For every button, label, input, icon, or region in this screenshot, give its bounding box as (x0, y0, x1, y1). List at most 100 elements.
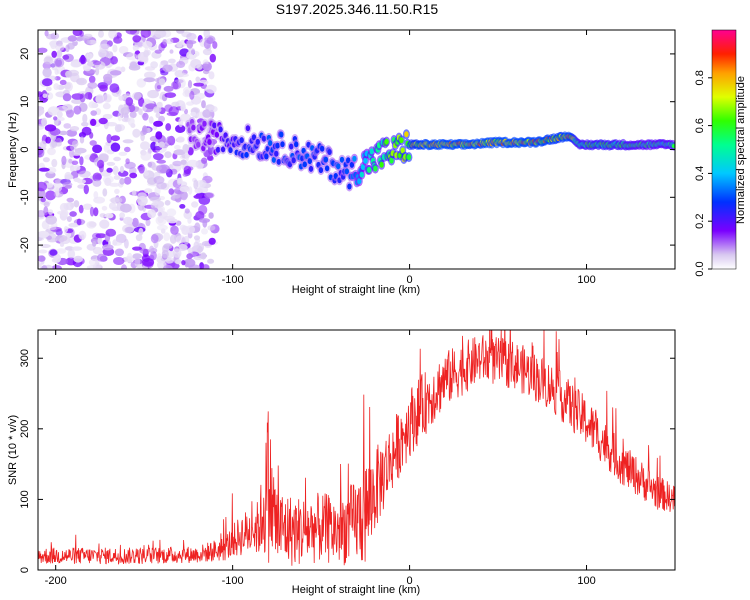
spectrogram-track-cell (357, 178, 362, 185)
x-tick-label: 0 (407, 575, 413, 587)
spectrogram-track-cell (218, 126, 223, 133)
spectrogram-noise-blob (189, 90, 195, 100)
spectrogram-noise-blob (45, 215, 57, 225)
spectrogram-noise-blob (202, 48, 212, 56)
spectrogram-noise-blob (84, 92, 93, 100)
spectrogram-track-cell (191, 124, 196, 131)
spectrogram-noise-blob (113, 257, 125, 265)
spectrogram-track-cell (275, 142, 280, 149)
spectrogram-noise-blob (186, 159, 199, 168)
x-tick-label: -100 (222, 274, 244, 286)
spectrogram-noise-blob (112, 44, 118, 53)
spectrogram-track-cell (264, 153, 269, 160)
spectrogram-noise-blob (98, 49, 107, 58)
spectrogram-track-cell (379, 161, 384, 168)
spectrogram-track-cell (215, 146, 221, 153)
spectrogram-noise-blob (177, 243, 188, 252)
spectrogram-noise-blob (112, 165, 119, 176)
spectrogram-noise-blob (78, 170, 91, 178)
spectrogram-noise-blob (138, 108, 143, 116)
spectrogram-noise-blob (156, 224, 168, 231)
spectrogram-noise-blob (132, 92, 142, 101)
spectrogram-noise-blob (86, 221, 97, 229)
spectrogram-noise-blob (103, 73, 113, 82)
spectrogram-noise-blob (113, 36, 123, 44)
spectrogram-track-cell (320, 145, 325, 152)
spectrogram-noise-blob (66, 109, 74, 118)
spectrogram-noise-blob (154, 82, 162, 92)
spectrogram-noise-blob (161, 249, 169, 259)
spectrogram-noise-blob (126, 52, 138, 61)
spectrogram-noise-blob (71, 93, 84, 100)
spectrogram-noise-blob (46, 33, 57, 40)
spectrogram-noise-blob (139, 248, 151, 254)
spectrogram-track-cell (347, 183, 352, 190)
spectrogram-noise-blob (71, 160, 79, 166)
spectrogram-noise-blob (165, 123, 172, 131)
spectrogram-noise-blob (207, 258, 215, 264)
spectrogram-noise-blob (87, 81, 98, 89)
spectrogram-noise-blob (138, 227, 144, 236)
spectrogram-noise-blob (144, 188, 153, 194)
spectrogram-noise-blob (175, 259, 182, 265)
spectrogram-track-cell (244, 151, 249, 158)
spectrogram-noise-blob (117, 112, 123, 122)
spectrogram-noise-blob (176, 30, 185, 34)
spectrogram-noise-blob (56, 248, 67, 254)
spectrogram-noise-blob (59, 202, 69, 212)
spectrogram-track-cell (291, 157, 296, 164)
spectrogram-noise-blob (48, 209, 54, 216)
spectrogram-noise-blob (115, 233, 127, 244)
spectrogram-noise-blob (182, 143, 190, 153)
spectrogram-noise-blob (73, 105, 82, 115)
colorbar-tick-label: 0.2 (694, 214, 706, 229)
spectrogram-noise-blob (90, 118, 97, 126)
spectrogram-noise-blob (193, 241, 200, 249)
spectrogram-track-cell (212, 122, 217, 129)
spectrogram-noise-blob (38, 230, 50, 238)
spectrogram-noise-blob (193, 179, 199, 190)
spectrogram-noise-blob (38, 190, 47, 198)
spectrogram-noise-blob (125, 30, 137, 35)
spectrogram-noise-blob (187, 217, 192, 224)
spectrogram-noise-blob (166, 218, 178, 224)
spectrogram-noise-blob (166, 111, 178, 117)
spectrogram-noise-blob (208, 105, 218, 113)
spectrogram-noise-blob (83, 33, 93, 39)
spectrogram-noise-blob (201, 157, 208, 164)
colorbar-ticks: 0.0 0.2 0.4 0.6 0.8 (694, 70, 712, 277)
spectrogram-noise-blob (118, 95, 125, 101)
spectrogram-noise-blob (201, 228, 208, 235)
spectrogram-noise-blob (164, 151, 172, 159)
x-tick-label: 100 (577, 274, 595, 286)
spectrogram-noise-blob (174, 144, 181, 150)
spectrogram-noise-blob (191, 201, 199, 208)
spectrogram-track-cell (327, 149, 332, 155)
spectrogram-noise-blob (51, 158, 58, 168)
spectrogram-noise-blob (102, 244, 114, 251)
spectrogram-noise-blob (114, 188, 120, 194)
spectrogram-noise-blob (54, 68, 59, 75)
spectrogram-noise-blob (140, 141, 150, 151)
spectrogram-noise-blob (59, 79, 67, 86)
spectrogram-noise-blob (127, 117, 135, 126)
spectrogram-noise-blob (76, 218, 82, 226)
spectrogram-noise-blob (58, 130, 68, 136)
spectrogram-noise-blob (45, 86, 52, 92)
spectrogram-noise-blob (201, 100, 206, 109)
spectrogram-noise-blob (53, 83, 60, 91)
spectrogram-noise-blob (190, 111, 197, 117)
spectrogram-noise-blob (64, 82, 72, 90)
spectrogram-noise-blob (140, 30, 151, 38)
spectrogram-noise-blob (158, 115, 166, 123)
spectrogram-noise-blob (38, 249, 48, 254)
spectrogram-noise-blob (105, 228, 117, 237)
spectrogram-noise-blob (120, 203, 132, 213)
spectrogram-noise-blob (188, 47, 196, 55)
spectrogram-noise-blob (132, 246, 142, 251)
spectrogram-noise-blob (212, 41, 218, 49)
spectrogram-noise-blob (137, 195, 148, 206)
spectrogram-noise-blob (205, 84, 217, 94)
spectrogram-noise-blob (110, 135, 120, 142)
spectrogram-noise-blob (185, 225, 196, 234)
